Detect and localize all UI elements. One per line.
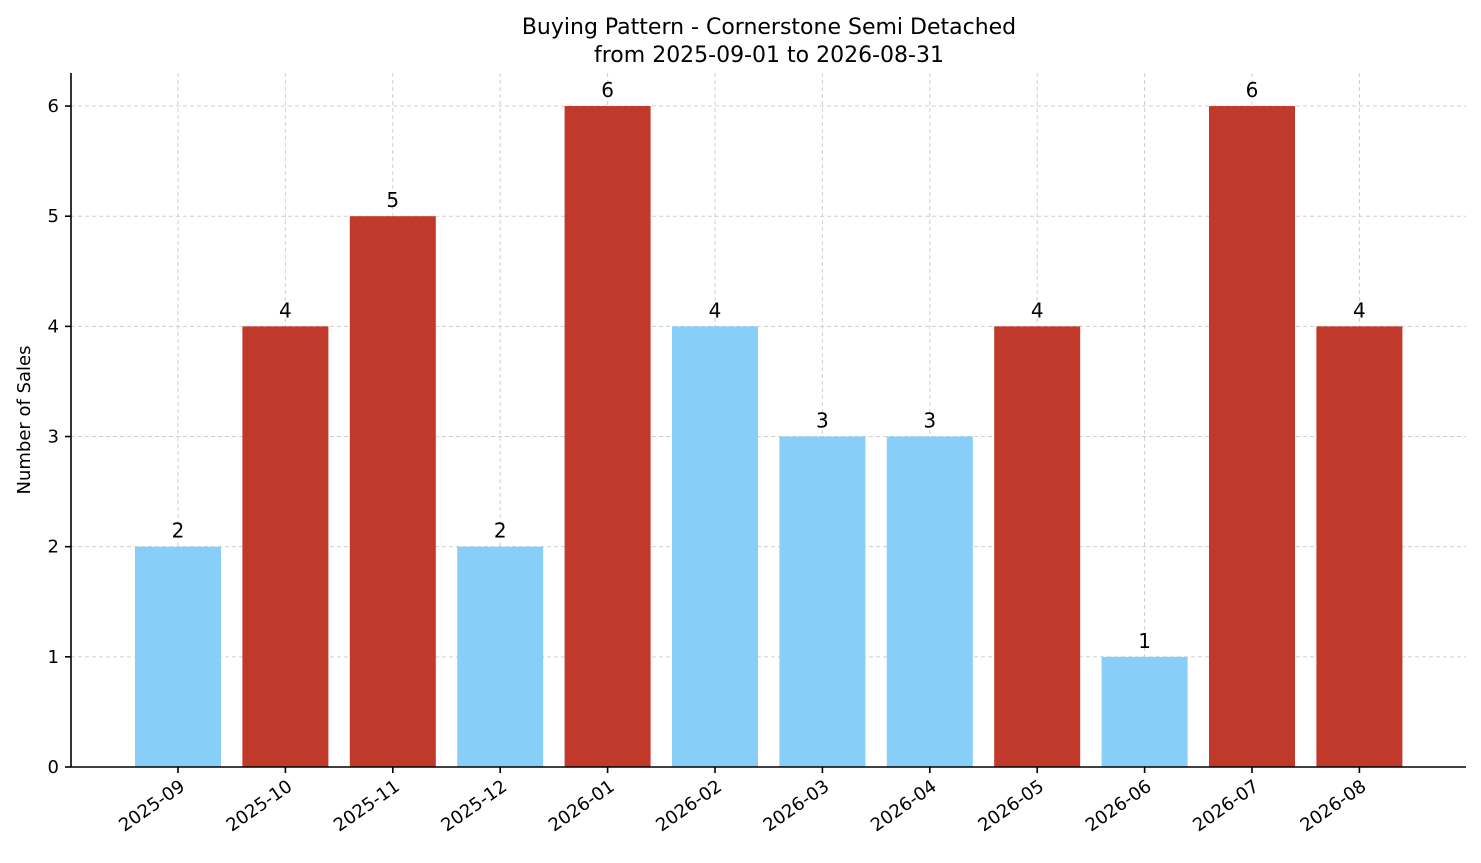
bar	[135, 546, 221, 767]
bar	[672, 326, 758, 767]
bar	[349, 216, 436, 767]
bar	[1209, 106, 1295, 768]
data-label: 1	[1138, 629, 1151, 653]
x-tick-label: 2026-07	[1189, 776, 1263, 836]
x-tick-label: 2025-12	[437, 776, 511, 836]
data-label: 4	[709, 298, 722, 322]
bar	[457, 546, 544, 767]
y-tick-label: 3	[48, 427, 59, 448]
y-tick-label: 4	[48, 316, 59, 337]
bar	[242, 326, 329, 767]
data-label: 3	[816, 409, 829, 433]
x-tick-label: 2026-02	[652, 776, 726, 836]
data-label: 5	[386, 188, 399, 212]
y-axis-label: Number of Sales	[14, 345, 35, 494]
data-label: 4	[1031, 298, 1044, 322]
x-tick-label: 2025-10	[223, 776, 297, 836]
x-tick-label: 2026-04	[867, 776, 941, 836]
bar	[886, 436, 973, 767]
bar	[1101, 656, 1188, 767]
y-tick-label: 2	[48, 537, 59, 558]
data-label: 4	[1353, 298, 1366, 322]
data-label: 4	[279, 298, 292, 322]
x-tick-label: 2026-05	[974, 776, 1048, 836]
data-label: 2	[494, 519, 507, 543]
x-tick-label: 2026-08	[1297, 776, 1371, 836]
chart-subtitle: from 2025-09-01 to 2026-08-31	[594, 43, 944, 68]
data-label: 3	[923, 409, 936, 433]
y-tick-label: 0	[48, 757, 59, 778]
bar	[994, 326, 1081, 767]
data-label: 2	[172, 519, 185, 543]
x-tick-label: 2026-06	[1082, 776, 1156, 836]
x-tick-label: 2026-01	[545, 776, 619, 836]
value-label-layer: 2 4 5 2 6 4 3 3 4 1 6 4	[172, 78, 1366, 653]
chart-title: Buying Pattern - Cornerstone Semi Detach…	[522, 15, 1016, 40]
bar	[1316, 326, 1403, 767]
x-tick-label: 2026-03	[760, 776, 834, 836]
y-tick-label: 1	[48, 647, 59, 668]
x-tick-label: 2025-11	[330, 776, 404, 836]
bar	[779, 436, 866, 767]
bar-layer	[135, 106, 1403, 768]
x-tick-label: 2025-09	[115, 776, 189, 836]
y-tick-label: 6	[48, 96, 59, 117]
bar	[564, 106, 651, 768]
data-label: 6	[1246, 78, 1259, 102]
data-label: 6	[601, 78, 614, 102]
y-tick-label: 5	[48, 206, 59, 227]
